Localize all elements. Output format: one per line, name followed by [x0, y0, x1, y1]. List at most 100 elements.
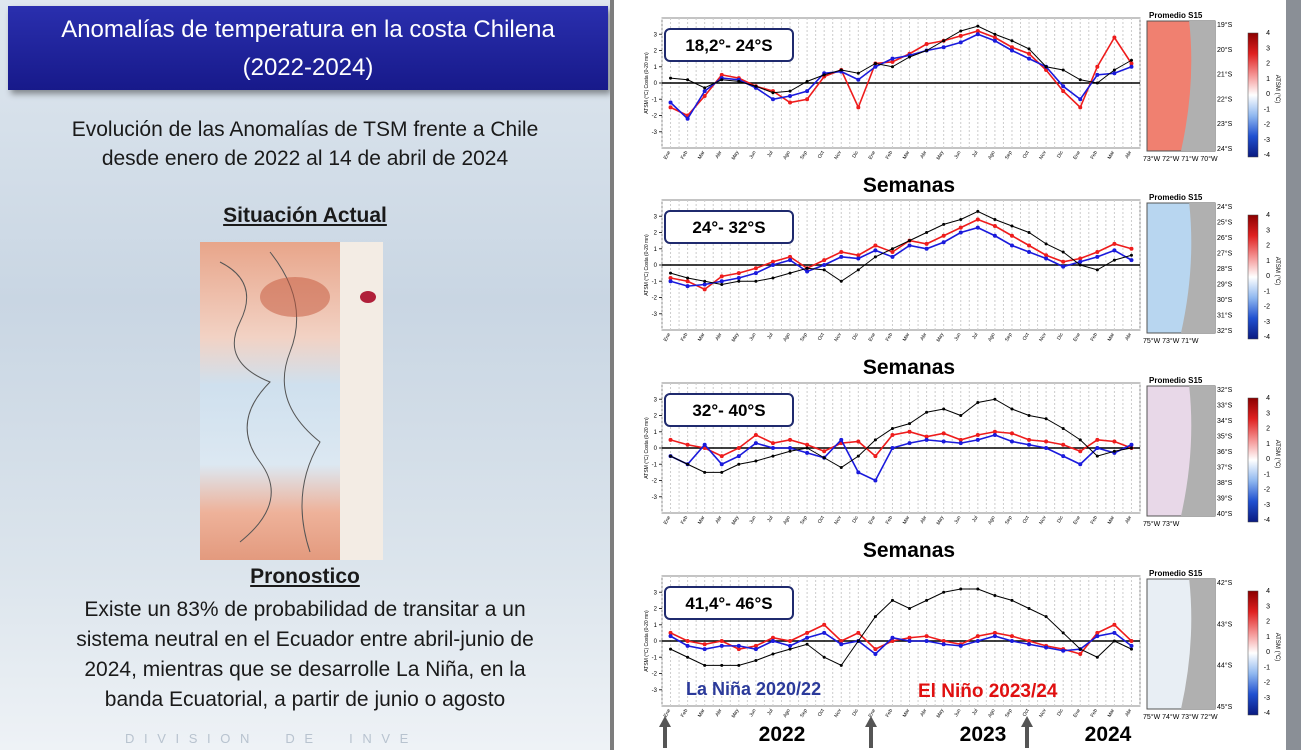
- blue-point: [992, 433, 997, 437]
- monthly-point: [805, 642, 809, 646]
- red-point: [719, 454, 724, 459]
- monthly-point: [856, 639, 860, 643]
- monthly-point: [1078, 647, 1082, 651]
- colorbar: [1247, 590, 1259, 716]
- x-tick-label: Ago: [987, 150, 997, 161]
- blue-point: [873, 652, 878, 656]
- y-tick-label: 1: [654, 65, 658, 71]
- y-tick-label: -1: [652, 462, 658, 468]
- x-tick-label: Jul: [971, 708, 979, 717]
- red-point: [1027, 51, 1032, 56]
- x-tick-label: Mar: [1107, 150, 1117, 161]
- blue-line: [670, 226, 1132, 287]
- blue-point: [702, 282, 707, 287]
- blue-point: [941, 439, 946, 444]
- blue-point: [975, 225, 980, 230]
- red-point: [1095, 250, 1100, 254]
- monthly-point: [1095, 81, 1099, 85]
- red-point: [1095, 630, 1100, 635]
- x-tick-label: May: [731, 515, 741, 527]
- monthly-point: [1027, 47, 1031, 51]
- blue-point: [924, 639, 929, 643]
- x-tick-label: Feb: [885, 332, 895, 343]
- blue-point: [856, 470, 861, 475]
- blue-point: [1129, 258, 1134, 263]
- lat-label: 44°S: [1217, 662, 1233, 670]
- panel-label: 18,2°- 24°S: [685, 36, 772, 55]
- x-tick-label: Feb: [680, 515, 690, 526]
- blue-point: [668, 634, 673, 639]
- x-axis-label: Semanas: [863, 356, 955, 379]
- red-point: [1078, 256, 1083, 261]
- blue-point: [719, 462, 724, 467]
- x-tick-label: Jun: [748, 515, 757, 525]
- monthly-point: [1078, 263, 1082, 267]
- charts: -3 -2 -1 0 1 2 3 ATSM (°C) Costa (0-20 mn) Ene Fe…: [610, 0, 1301, 750]
- blue-point: [975, 437, 980, 442]
- monthly-point: [976, 401, 980, 404]
- blue-point: [770, 639, 775, 643]
- red-point: [719, 639, 724, 643]
- monthly-point: [771, 91, 775, 95]
- lat-label: 27°S: [1217, 250, 1233, 258]
- land: [1181, 203, 1215, 333]
- monthly-point: [839, 279, 843, 283]
- x-tick-label: Sep: [799, 708, 809, 719]
- monthly-point: [771, 454, 775, 458]
- monthly-point: [976, 24, 980, 28]
- red-point: [1078, 449, 1083, 454]
- monthly-point: [1129, 58, 1133, 62]
- monthly-point: [959, 587, 963, 591]
- monthly-point: [754, 279, 758, 283]
- x-tick-label: Feb: [1090, 515, 1100, 526]
- monthly-point: [1129, 446, 1133, 450]
- x-tick-label: Sep: [1004, 515, 1014, 526]
- red-line: [670, 430, 1132, 458]
- red-point: [924, 434, 929, 439]
- colorbar-tick: 1: [1266, 76, 1270, 83]
- blue-point: [770, 263, 775, 267]
- blue-point: [805, 635, 810, 640]
- blue-point: [890, 635, 895, 640]
- colorbar-tick: 1: [1266, 634, 1270, 641]
- red-point: [1095, 437, 1100, 442]
- slide-left: Anomalías de temperatura en la costa Chi…: [0, 0, 610, 750]
- monthly-point: [703, 279, 707, 283]
- monthly-point: [788, 271, 792, 275]
- lat-label: 38°S: [1217, 479, 1233, 487]
- x-tick-label: Ago: [782, 332, 792, 343]
- monthly-point: [686, 462, 690, 466]
- blue-point: [805, 450, 810, 455]
- red-point: [668, 105, 673, 110]
- red-point: [975, 29, 980, 33]
- red-point: [1027, 639, 1032, 643]
- monthly-point: [839, 68, 843, 72]
- red-point: [975, 634, 980, 639]
- blue-point: [992, 634, 997, 639]
- blue-point: [685, 643, 690, 648]
- blue-point: [1061, 84, 1066, 89]
- monthly-point: [754, 84, 758, 88]
- x-tick-label: Ene: [663, 708, 673, 719]
- monthly-point: [908, 422, 912, 426]
- x-tick-label: Abr: [919, 708, 928, 718]
- monthly-point: [839, 663, 843, 667]
- red-point: [907, 635, 912, 640]
- red-point: [1112, 439, 1117, 444]
- lon-labels: 75°W 73°W 71°W: [1143, 337, 1199, 345]
- colorbar-tick: 3: [1266, 410, 1270, 417]
- y-tick-label: 0: [654, 81, 658, 87]
- arrow-head: [865, 716, 877, 727]
- monthly-point: [1061, 68, 1065, 72]
- x-tick-label: Jul: [766, 515, 774, 524]
- colorbar-tick: -1: [1264, 106, 1270, 113]
- lat-label: 26°S: [1217, 234, 1233, 242]
- colorbar-label: ATSM (°C): [1274, 257, 1280, 286]
- x-tick-label: Abr: [1124, 150, 1133, 160]
- blue-point: [702, 89, 707, 94]
- monthly-point: [720, 470, 724, 474]
- forecast-line: banda Ecuatorial, a partir de junio o ag…: [104, 688, 506, 711]
- lon-labels: 75°W 74°W 73°W 72°W: [1143, 713, 1218, 721]
- blue-point: [839, 437, 844, 442]
- monthly-point: [822, 456, 826, 460]
